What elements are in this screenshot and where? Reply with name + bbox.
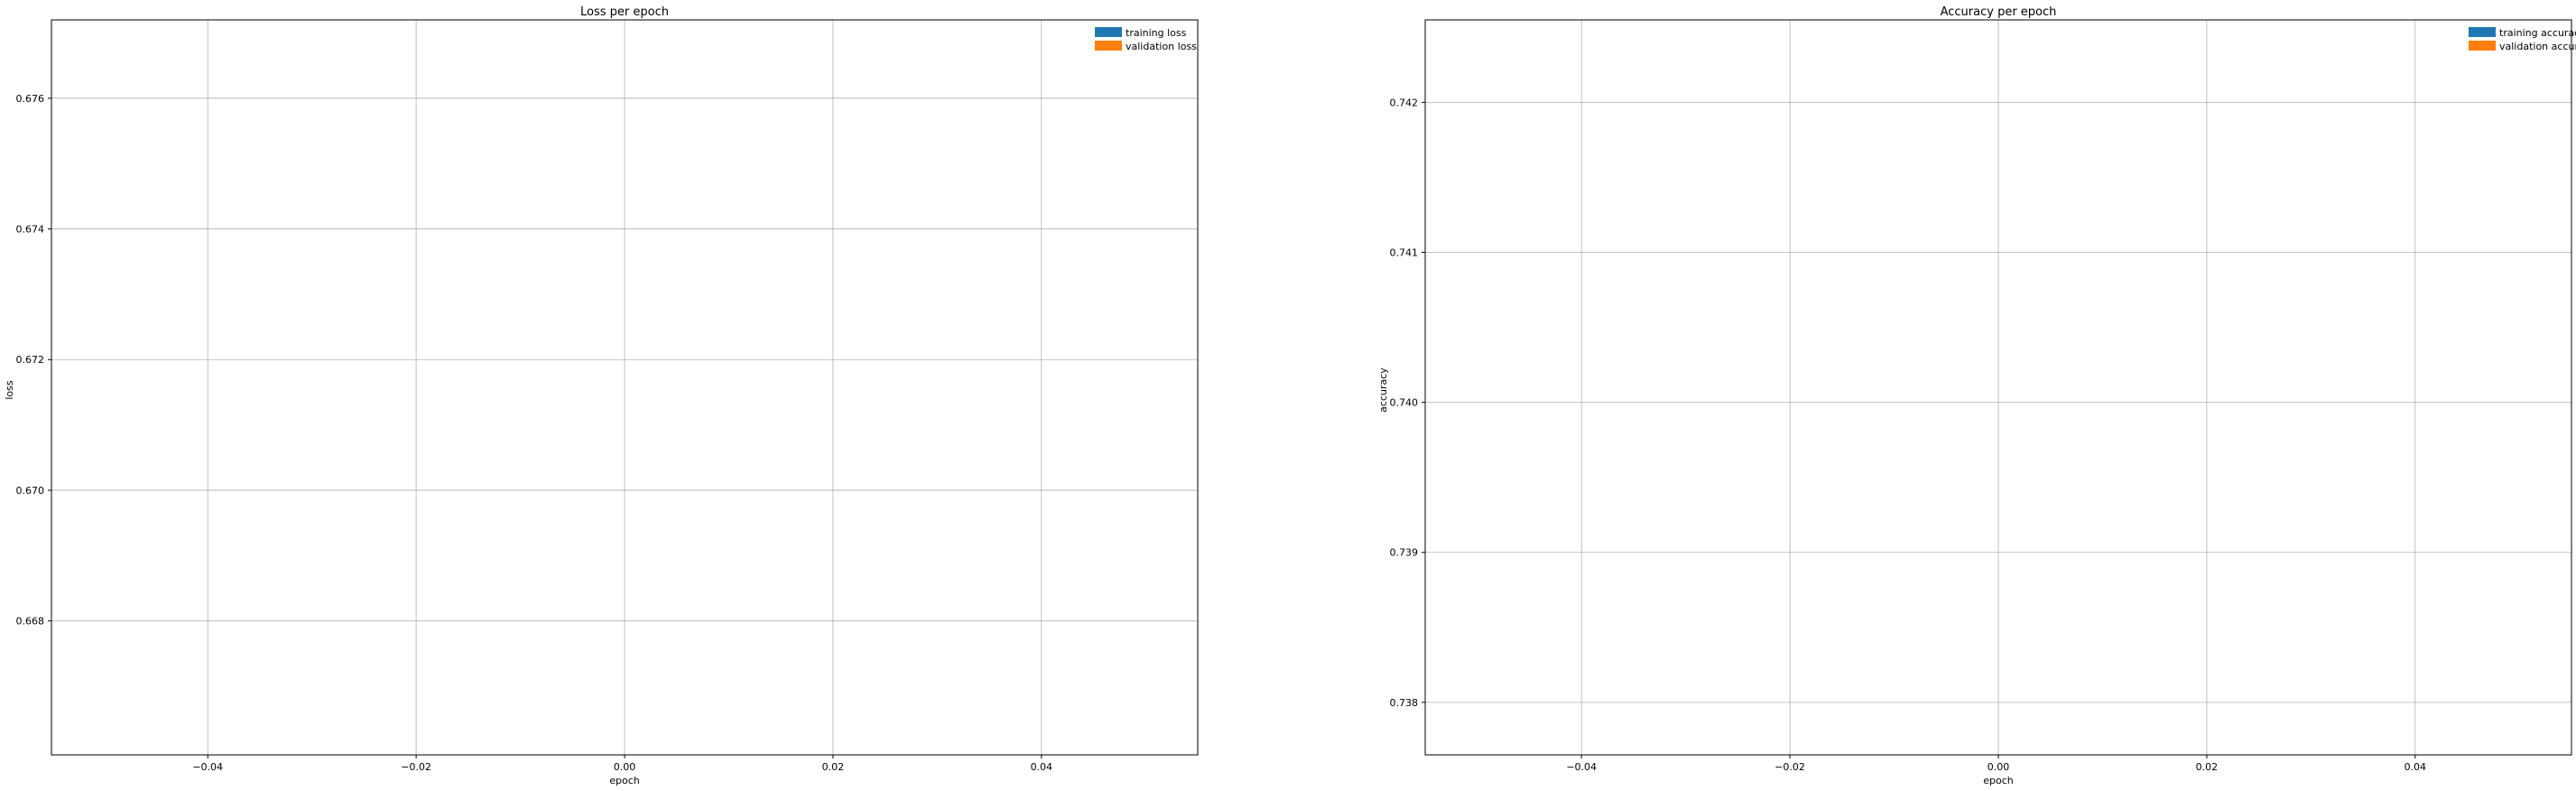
accuracy-chart-title: Accuracy per epoch bbox=[1941, 5, 2057, 19]
loss-x-tick-label: 0.04 bbox=[1031, 761, 1053, 773]
accuracy-legend-label: validation accuracy bbox=[2499, 41, 2576, 52]
accuracy-legend-swatch bbox=[2469, 41, 2496, 51]
loss-x-tick-label: −0.02 bbox=[401, 761, 431, 773]
accuracy-x-tick-label: −0.02 bbox=[1774, 761, 1805, 773]
accuracy-y-tick-label: 0.738 bbox=[1390, 697, 1419, 709]
accuracy-y-tick-label: 0.740 bbox=[1390, 397, 1419, 409]
loss-x-tick-label: 0.00 bbox=[614, 761, 636, 773]
loss-legend-swatch bbox=[1095, 27, 1122, 37]
accuracy-plot-frame bbox=[1424, 19, 2572, 756]
accuracy-x-tick-label: 0.02 bbox=[2196, 761, 2219, 773]
loss-legend: training loss validation loss bbox=[1095, 27, 1197, 52]
accuracy-legend-label: training accuracy bbox=[2499, 27, 2576, 39]
accuracy-x-tick-label: 0.00 bbox=[1988, 761, 2010, 773]
accuracy-y-tick-label: 0.741 bbox=[1390, 247, 1419, 258]
loss-y-tick-label: 0.676 bbox=[16, 93, 45, 105]
accuracy-y-axis-label: accuracy bbox=[1377, 368, 1389, 413]
loss-plot-frame bbox=[51, 19, 1199, 756]
loss-legend-swatch bbox=[1095, 41, 1122, 51]
loss-grid bbox=[51, 20, 1198, 755]
loss-y-tick-label: 0.670 bbox=[16, 485, 45, 497]
loss-y-axis-label: loss bbox=[4, 380, 15, 400]
loss-y-tick-label: 0.672 bbox=[16, 354, 45, 366]
loss-y-tick-label: 0.668 bbox=[16, 616, 45, 628]
accuracy-x-axis-label: epoch bbox=[1983, 775, 2014, 786]
loss-y-tick-label: 0.674 bbox=[16, 224, 45, 236]
accuracy-chart: Accuracy per epoch epoch accuracy −0.04−… bbox=[1377, 5, 2576, 786]
loss-x-tick-label: 0.02 bbox=[822, 761, 845, 773]
accuracy-x-tick-label: 0.04 bbox=[2405, 761, 2427, 773]
loss-chart-title: Loss per epoch bbox=[580, 5, 669, 19]
accuracy-x-tick-label: −0.04 bbox=[1566, 761, 1597, 773]
accuracy-legend: training accuracy validation accuracy bbox=[2469, 27, 2576, 52]
accuracy-y-tick-label: 0.739 bbox=[1390, 547, 1419, 559]
loss-legend-label: validation loss bbox=[1126, 41, 1197, 52]
loss-ticks: −0.04 −0.02 0.00 0.02 0.04 0.668 0.670 0.672 0.6… bbox=[16, 93, 1053, 773]
loss-x-tick-label: −0.04 bbox=[192, 761, 223, 773]
loss-chart: Loss per epoch epoch loss −0.04 −0.02 0.00… bbox=[4, 5, 1199, 786]
accuracy-legend-swatch bbox=[2469, 27, 2496, 37]
accuracy-y-tick-label: 0.742 bbox=[1390, 97, 1419, 108]
loss-x-axis-label: epoch bbox=[609, 775, 640, 786]
loss-legend-label: training loss bbox=[1126, 27, 1187, 39]
accuracy-grid bbox=[1425, 20, 2571, 755]
accuracy-ticks: −0.04 −0.02 0.00 0.02 0.04 0.738 0.739 0.740 0.7… bbox=[1390, 97, 2427, 773]
